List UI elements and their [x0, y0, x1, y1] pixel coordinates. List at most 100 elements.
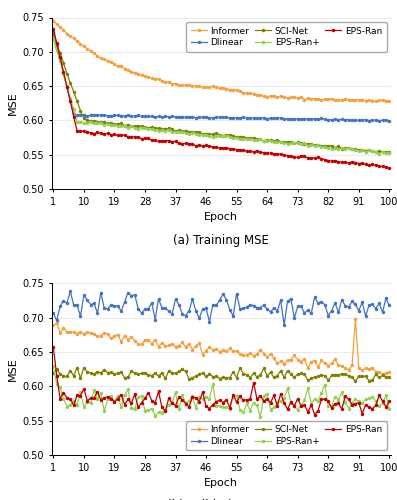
Dlinear	[227, 307, 232, 313]
EPS-Ran+	[251, 137, 256, 143]
Informer	[129, 69, 134, 75]
Informer	[387, 98, 392, 104]
EPS-Ran	[129, 400, 134, 406]
EPS-Ran	[363, 402, 368, 408]
Dlinear	[254, 304, 259, 310]
Informer	[380, 372, 385, 378]
SCI-Net	[132, 370, 137, 376]
SCI-Net	[119, 369, 123, 375]
SCI-Net	[360, 147, 364, 153]
SCI-Net	[51, 32, 56, 38]
Informer	[387, 368, 392, 374]
Informer	[51, 322, 56, 328]
Dlinear	[68, 288, 73, 294]
SCI-Net	[370, 148, 375, 154]
EPS-Ran+	[129, 405, 134, 411]
EPS-Ran+	[116, 123, 120, 129]
EPS-Ran	[374, 402, 378, 408]
Informer	[51, 18, 56, 24]
Line: Dlinear: Dlinear	[52, 290, 391, 327]
Text: (a) Training MSE: (a) Training MSE	[173, 234, 269, 246]
EPS-Ran+	[258, 414, 263, 420]
EPS-Ran+	[387, 150, 392, 156]
SCI-Net	[254, 374, 259, 380]
Dlinear	[251, 115, 256, 121]
EPS-Ran+	[387, 406, 392, 411]
Dlinear	[282, 322, 287, 328]
EPS-Ran	[251, 149, 256, 155]
SCI-Net	[377, 374, 382, 380]
Dlinear	[387, 302, 392, 308]
Informer	[116, 332, 120, 338]
EPS-Ran+	[360, 148, 364, 154]
SCI-Net	[129, 124, 134, 130]
EPS-Ran+	[51, 36, 56, 42]
Line: Informer: Informer	[52, 19, 391, 103]
Dlinear	[370, 117, 375, 123]
Dlinear	[51, 310, 56, 316]
EPS-Ran+	[224, 133, 229, 139]
Line: SCI-Net: SCI-Net	[52, 366, 391, 383]
Line: EPS-Ran: EPS-Ran	[52, 27, 391, 170]
SCI-Net	[75, 364, 79, 370]
SCI-Net	[116, 121, 120, 127]
EPS-Ran	[370, 162, 375, 168]
EPS-Ran+	[51, 363, 56, 369]
Dlinear	[387, 118, 392, 124]
EPS-Ran	[116, 132, 120, 138]
EPS-Ran+	[374, 398, 378, 404]
EPS-Ran	[129, 134, 134, 140]
Informer	[224, 86, 229, 91]
EPS-Ran+	[370, 148, 375, 154]
Informer	[374, 98, 378, 104]
Y-axis label: MSE: MSE	[8, 92, 18, 115]
Dlinear	[51, 28, 56, 34]
Line: EPS-Ran: EPS-Ran	[52, 345, 391, 416]
SCI-Net	[224, 132, 229, 138]
Informer	[251, 90, 256, 96]
EPS-Ran	[387, 398, 392, 404]
Dlinear	[224, 114, 229, 120]
Informer	[374, 369, 378, 375]
Dlinear	[377, 300, 382, 306]
X-axis label: Epoch: Epoch	[204, 478, 238, 488]
EPS-Ran	[51, 344, 56, 350]
SCI-Net	[387, 374, 392, 380]
Dlinear	[360, 116, 364, 122]
Line: EPS-Ran+: EPS-Ran+	[52, 37, 391, 156]
Informer	[224, 348, 229, 354]
EPS-Ran+	[363, 396, 368, 402]
Dlinear	[116, 112, 120, 118]
Line: SCI-Net: SCI-Net	[52, 32, 391, 154]
SCI-Net	[353, 378, 358, 384]
EPS-Ran	[224, 397, 229, 403]
Line: Dlinear: Dlinear	[52, 30, 391, 122]
Line: EPS-Ran+: EPS-Ran+	[52, 364, 391, 419]
X-axis label: Epoch: Epoch	[204, 212, 238, 222]
Informer	[129, 334, 134, 340]
Dlinear	[366, 302, 371, 308]
SCI-Net	[387, 150, 392, 156]
EPS-Ran	[116, 396, 120, 402]
Informer	[360, 96, 364, 102]
EPS-Ran	[51, 26, 56, 32]
SCI-Net	[227, 374, 232, 380]
SCI-Net	[51, 370, 56, 376]
EPS-Ran+	[377, 150, 382, 156]
Informer	[363, 365, 368, 371]
EPS-Ran+	[129, 123, 134, 129]
Dlinear	[129, 114, 134, 119]
EPS-Ran	[312, 412, 317, 418]
Legend: Informer, Dlinear, SCI-Net, EPS-Ran+, EPS-Ran: Informer, Dlinear, SCI-Net, EPS-Ran+, EP…	[186, 22, 387, 52]
Informer	[116, 63, 120, 69]
Informer	[370, 98, 375, 103]
EPS-Ran+	[251, 400, 256, 406]
Legend: Informer, Dlinear, SCI-Net, EPS-Ran+, EPS-Ran: Informer, Dlinear, SCI-Net, EPS-Ran+, EP…	[186, 421, 387, 450]
Informer	[251, 353, 256, 359]
SCI-Net	[251, 135, 256, 141]
EPS-Ran	[251, 380, 256, 386]
Dlinear	[119, 308, 123, 314]
EPS-Ran	[224, 144, 229, 150]
EPS-Ran+	[116, 392, 120, 398]
Y-axis label: MSE: MSE	[8, 358, 18, 381]
